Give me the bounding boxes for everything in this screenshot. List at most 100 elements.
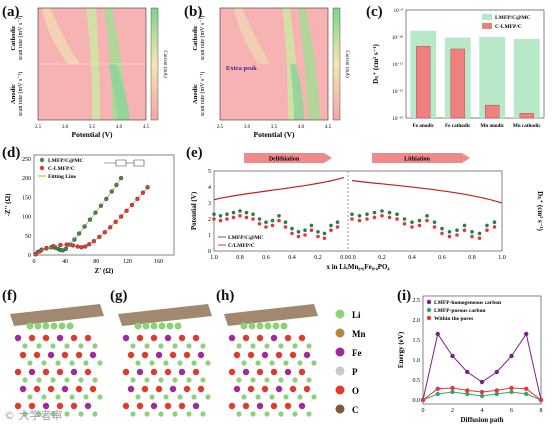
atom-1-0-0 xyxy=(122,334,130,342)
atom-1-2-3 xyxy=(164,368,172,376)
panel-label-c: (c) xyxy=(366,4,383,20)
point-e-right-0-0 xyxy=(350,212,354,216)
li-atom-0-4-2 xyxy=(50,411,56,417)
li-atom-2-3-5 xyxy=(311,394,317,400)
xlabel-i: Diffusion path xyxy=(461,416,504,424)
li-atom-1-2-4 xyxy=(186,377,192,383)
xtick-left-e-3: 0.4 xyxy=(288,255,296,261)
atom-1-4-2 xyxy=(150,402,158,410)
atom-1-1-2 xyxy=(155,351,163,359)
li-atom-2-1-1 xyxy=(255,360,261,366)
xtick-b-2: 3.5 xyxy=(271,125,278,130)
atom-0-1-1 xyxy=(33,351,41,359)
point-e-right-1-14 xyxy=(455,233,459,237)
plot-frame-c xyxy=(405,9,545,119)
contour-plot-a: Current (mA) Cathodic scan rate (mV s⁻¹)… xyxy=(10,7,167,139)
point-e-right-0-5 xyxy=(387,210,392,215)
atom-1-1-0 xyxy=(127,351,135,359)
point-e-right-1-18 xyxy=(485,228,489,232)
panel-c: (c) 10⁻¹³ 10⁻¹² 10⁻¹¹ 10⁻¹⁰ 10⁻⁹ Dₗᵢ⁺ (cm² s⁻… xyxy=(364,0,553,140)
point-e-left-1-15 xyxy=(309,228,314,232)
atom-1-2-1 xyxy=(136,368,144,376)
atom-0-4-3 xyxy=(56,402,64,410)
atom-0-2-0 xyxy=(14,368,22,376)
point-e-left-0-13 xyxy=(296,230,301,234)
colorbar-label-b: Current (mA) xyxy=(344,50,349,78)
li-atom-0-3-0 xyxy=(27,394,33,400)
point-e-right-1-7 xyxy=(402,222,407,226)
point-e-left-0-19 xyxy=(335,220,340,224)
point-d-1-7 xyxy=(75,244,80,249)
point-e-right-0-9 xyxy=(417,218,422,223)
xlabel-a: Potential (V) xyxy=(71,130,113,139)
category-label-c-1: Fe cathodic xyxy=(445,123,471,129)
xtick-a-4: 4.5 xyxy=(143,125,150,130)
xtick-d-2: 80 xyxy=(93,259,99,265)
point-d-1-11 xyxy=(91,239,97,244)
atom-0-1-0 xyxy=(19,351,27,359)
ytick-e-4: 4 xyxy=(208,185,211,191)
atom-legend-label-3: P xyxy=(352,367,358,377)
li-atom-2-0-3 xyxy=(278,343,284,349)
ylabel-unit-top-a: scan rate (mV s⁻¹) xyxy=(17,16,24,60)
point-d-0-20 xyxy=(118,175,124,181)
point-e-right-1-11 xyxy=(432,225,437,229)
li-atom-1-1-3 xyxy=(177,360,183,366)
li-path-atom-2-1 xyxy=(248,322,256,330)
li-atom-0-4-1 xyxy=(36,411,42,417)
atom-2-4-4 xyxy=(284,402,292,410)
li-atom-2-2-0 xyxy=(236,377,242,383)
ytick-c-0: 10⁻¹³ xyxy=(392,116,403,122)
point-e-right-0-3 xyxy=(372,210,377,215)
ytick-c-4: 10⁻⁹ xyxy=(394,8,404,14)
li-atom-0-3-1 xyxy=(41,394,47,400)
li-atom-2-0-4 xyxy=(292,343,298,349)
ytick-d-1: 50 xyxy=(25,234,31,240)
ytick-e-1: 1 xyxy=(208,233,211,239)
point-d-0-11 xyxy=(72,237,77,242)
legend-marker-i-1 xyxy=(426,307,432,313)
li-atom-1-4-5 xyxy=(200,411,206,417)
atom-0-0-5 xyxy=(84,334,92,342)
point-e-right-0-15 xyxy=(462,223,467,228)
legend-label-e-1: C/LMFP/C xyxy=(228,243,255,249)
legend-marker-i-2 xyxy=(426,315,432,321)
point-e-right-0-19 xyxy=(492,220,497,224)
nyquist-plot-d: 0 40 80 120 160 0 50 100 150 200 250 Z' (Ω) -Z'' (Ω)… xyxy=(4,154,175,275)
li-atom-0-2-0 xyxy=(22,377,28,383)
bar-c-1-0 xyxy=(416,46,431,119)
atom-1-4-5 xyxy=(192,402,200,410)
point-e-left-0-14 xyxy=(303,228,307,232)
ytick-e-3: 3 xyxy=(208,201,211,207)
legend-label-d-0: LMFP/C@MC xyxy=(48,158,83,164)
li-atom-2-2-5 xyxy=(306,377,312,383)
point-e-left-1-5 xyxy=(244,215,249,220)
point-e-left-1-8 xyxy=(264,225,268,229)
bar-c-1-2 xyxy=(485,104,500,119)
point-e-right-0-2 xyxy=(365,212,369,216)
atom-1-1-1 xyxy=(141,351,149,359)
xtick-left-e-4: 0.2 xyxy=(314,255,322,261)
point-e-right-1-16 xyxy=(470,234,474,239)
li-atom-1-4-3 xyxy=(172,411,178,417)
xlabel-b: Potential (V) xyxy=(253,130,295,139)
li-atom-2-0-2 xyxy=(264,343,270,349)
li-atom-2-2-4 xyxy=(292,377,298,383)
li-path-atom-2-5 xyxy=(280,322,288,330)
atom-1-2-2 xyxy=(150,368,158,376)
point-e-left-0-5 xyxy=(244,210,249,215)
point-d-1-6 xyxy=(70,243,76,248)
ytick-i-1: 0.5 xyxy=(413,378,421,384)
li-atom-1-4-4 xyxy=(186,411,192,417)
point-e-left-0-0 xyxy=(212,212,216,216)
ytick-i-5: 2.5 xyxy=(413,298,421,304)
li-atom-1-0-2 xyxy=(158,343,164,349)
li-atom-0-0-4 xyxy=(78,343,84,349)
ytick-e-2: 2 xyxy=(208,217,211,223)
point-i-0-4 xyxy=(479,379,485,385)
li-atom-2-3-1 xyxy=(255,394,261,400)
atom-1-0-3 xyxy=(164,334,172,342)
point-e-right-1-15 xyxy=(462,228,467,232)
atom-legend-label-5: C xyxy=(352,405,359,415)
xtick-left-e-5: 0.0 xyxy=(340,255,348,261)
